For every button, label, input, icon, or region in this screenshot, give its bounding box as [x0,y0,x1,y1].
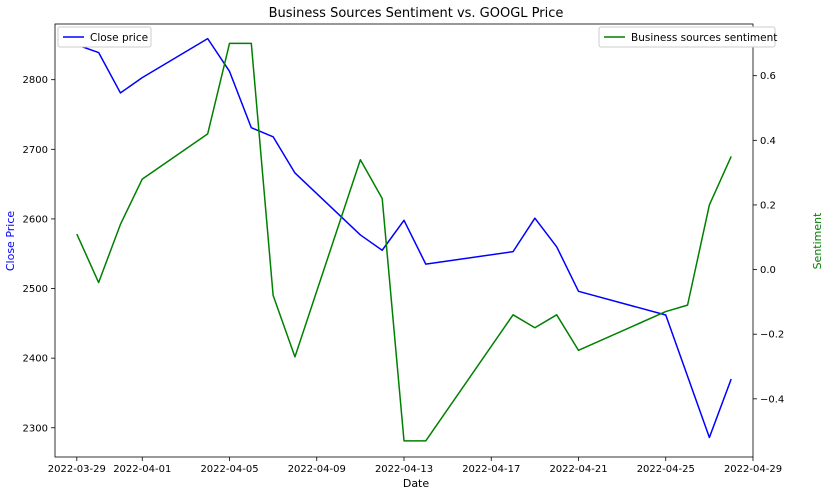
x-tick-label: 2022-04-21 [549,464,607,475]
x-tick-label: 2022-04-09 [288,464,346,475]
y-axis-right: −0.4 −0.2 0.0 0.2 0.4 0.6 [753,71,784,405]
x-tick-label: 2022-04-29 [724,464,782,475]
legend-sentiment: Business sources sentiment [598,26,777,48]
y-axis-right-title: Sentiment [811,212,824,270]
y-right-tick-label: −0.2 [760,330,784,341]
x-tick-label: 2022-03-29 [48,464,106,475]
series-lines-layer [76,37,732,442]
legend-sentiment-label: Business sources sentiment [631,32,777,44]
x-tick-label: 2022-04-13 [375,464,433,475]
x-axis-title: Date [403,477,430,490]
close-price-line [76,37,732,439]
legend-close-price-label: Close price [90,32,148,44]
x-tick-label: 2022-04-05 [200,464,258,475]
y-left-tick-label: 2700 [23,145,48,156]
y-left-tick-label: 2500 [23,284,48,295]
x-axis: 2022-03-29 2022-04-01 2022-04-05 2022-04-09… [48,457,782,475]
y-right-tick-label: 0.4 [760,136,776,147]
y-axis-left: 2300 2400 2500 2600 2700 2800 [23,75,55,434]
x-tick-label: 2022-04-25 [637,464,695,475]
y-left-tick-label: 2300 [23,423,48,434]
legend-close-price-box [57,26,152,48]
x-tick-label: 2022-04-01 [113,464,171,475]
y-right-tick-label: 0.0 [760,265,776,276]
x-tick-label: 2022-04-17 [462,464,520,475]
y-right-tick-label: −0.4 [760,394,784,405]
plot-area [54,23,754,458]
y-left-tick-label: 2800 [23,75,48,86]
y-left-tick-label: 2600 [23,214,48,225]
chart-title: Business Sources Sentiment vs. GOOGL Pri… [269,6,564,21]
y-right-tick-label: 0.2 [760,200,776,211]
plot-frame [54,23,754,458]
y-right-tick-label: 0.6 [760,71,776,82]
sentiment-line [76,42,732,442]
y-axis-left-title: Close Price [4,211,17,272]
legend-sentiment-box [598,26,776,48]
y-left-tick-label: 2400 [23,354,48,365]
legend-close-price: Close price [57,26,152,48]
